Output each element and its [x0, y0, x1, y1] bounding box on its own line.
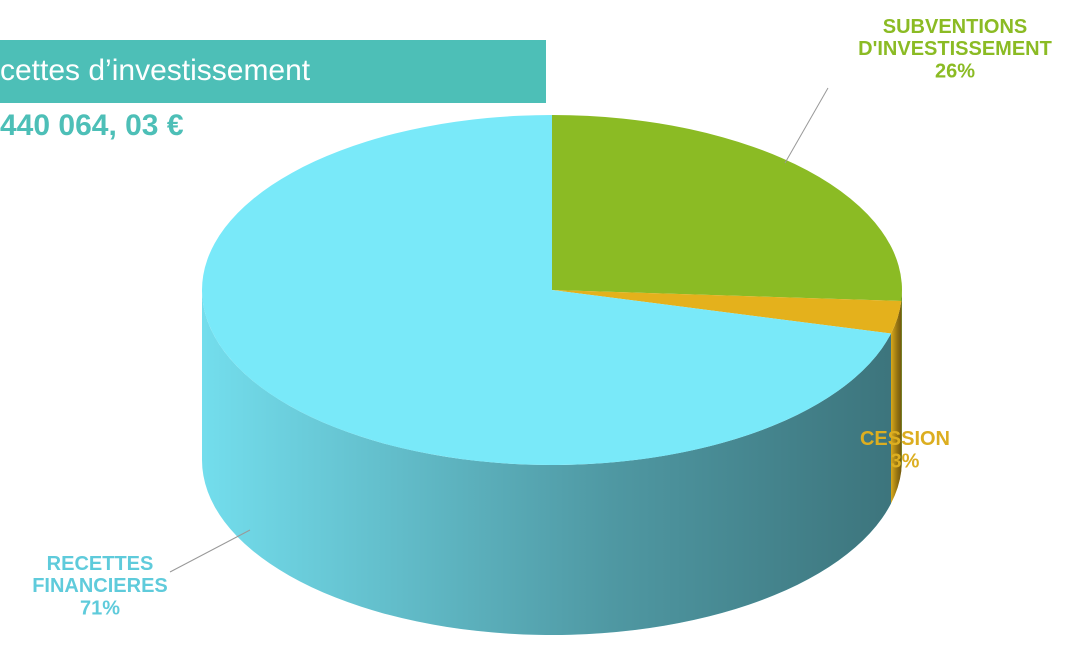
leader-line — [169, 529, 251, 573]
category-label: SUBVENTIONS D'INVESTISSEMENT — [858, 16, 1052, 60]
category-label: RECETTES FINANCIERES — [32, 553, 168, 597]
side-shade — [901, 290, 902, 471]
pie-slice — [552, 290, 902, 334]
chart-title: cettes d’investissement — [0, 54, 311, 87]
value-label: 26% — [935, 60, 975, 82]
value-label: 71% — [80, 597, 120, 619]
side-shade — [891, 300, 902, 504]
pie — [202, 115, 902, 636]
chart-subtitle: 440 064, 03 € — [0, 109, 184, 142]
category-label: CESSION — [860, 428, 950, 450]
pie-slice — [552, 115, 902, 301]
pie-slice — [202, 115, 892, 465]
value-label: 3% — [891, 450, 920, 472]
side-shade — [202, 290, 892, 636]
leader-line — [784, 87, 829, 164]
title-banner — [0, 40, 546, 103]
